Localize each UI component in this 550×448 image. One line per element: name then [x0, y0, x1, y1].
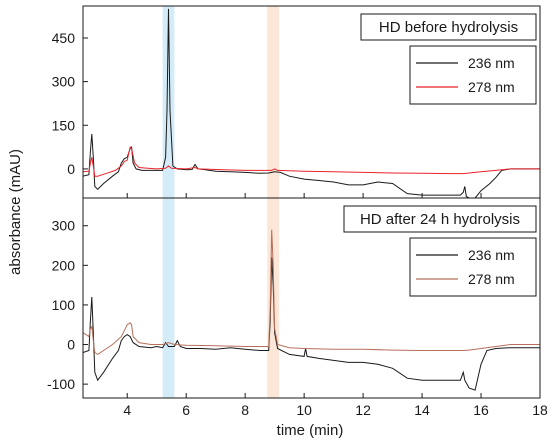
y-axis-title: absorbance (mAU) [7, 149, 24, 275]
legend-label-panel1-2: 278 nm [468, 79, 515, 95]
series-line-panel2-1 [83, 257, 540, 391]
x-tick-label: 10 [296, 402, 312, 418]
panel-frame-2 [82, 197, 541, 399]
series-line-panel1-2 [83, 146, 540, 177]
x-axis-title: time (min) [277, 422, 344, 439]
x-tick-label: 18 [532, 402, 548, 418]
highlight-band-1 [162, 6, 175, 398]
y-tick-label-panel1: 450 [52, 30, 76, 46]
y-tick-label-panel2: 100 [52, 297, 76, 313]
x-tick-label: 4 [123, 402, 131, 418]
x-tick-label: 14 [414, 402, 430, 418]
legend-label-panel2-1: 236 nm [468, 247, 515, 263]
legend-box-2 [409, 237, 537, 297]
legend-box-1 [409, 45, 537, 105]
panel-title-2: HD after 24 h hydrolysis [360, 211, 520, 228]
x-tick-label: 16 [473, 402, 489, 418]
x-tick-label: 12 [355, 402, 371, 418]
panel-title-box-2 [343, 205, 537, 233]
y-tick-label-panel2: 300 [52, 218, 76, 234]
y-tick-label-panel2: -100 [47, 376, 75, 392]
x-tick-label: 8 [241, 402, 249, 418]
series-line-panel2-2 [83, 229, 540, 355]
panel-title-box-1 [360, 13, 537, 41]
y-tick-label-panel1: 0 [67, 161, 75, 177]
legend-label-panel1-1: 236 nm [468, 55, 515, 71]
y-tick-label-panel2: 0 [67, 337, 75, 353]
panel-title-1: HD before hydrolysis [379, 19, 518, 36]
legend-label-panel2-2: 278 nm [468, 271, 515, 287]
y-tick-label-panel1: 150 [52, 117, 76, 133]
y-tick-label-panel2: 200 [52, 257, 76, 273]
x-tick-label: 6 [182, 402, 190, 418]
highlight-band-2 [267, 6, 280, 398]
y-tick-label-panel1: 300 [52, 74, 76, 90]
series-line-panel1-1 [83, 8, 540, 198]
